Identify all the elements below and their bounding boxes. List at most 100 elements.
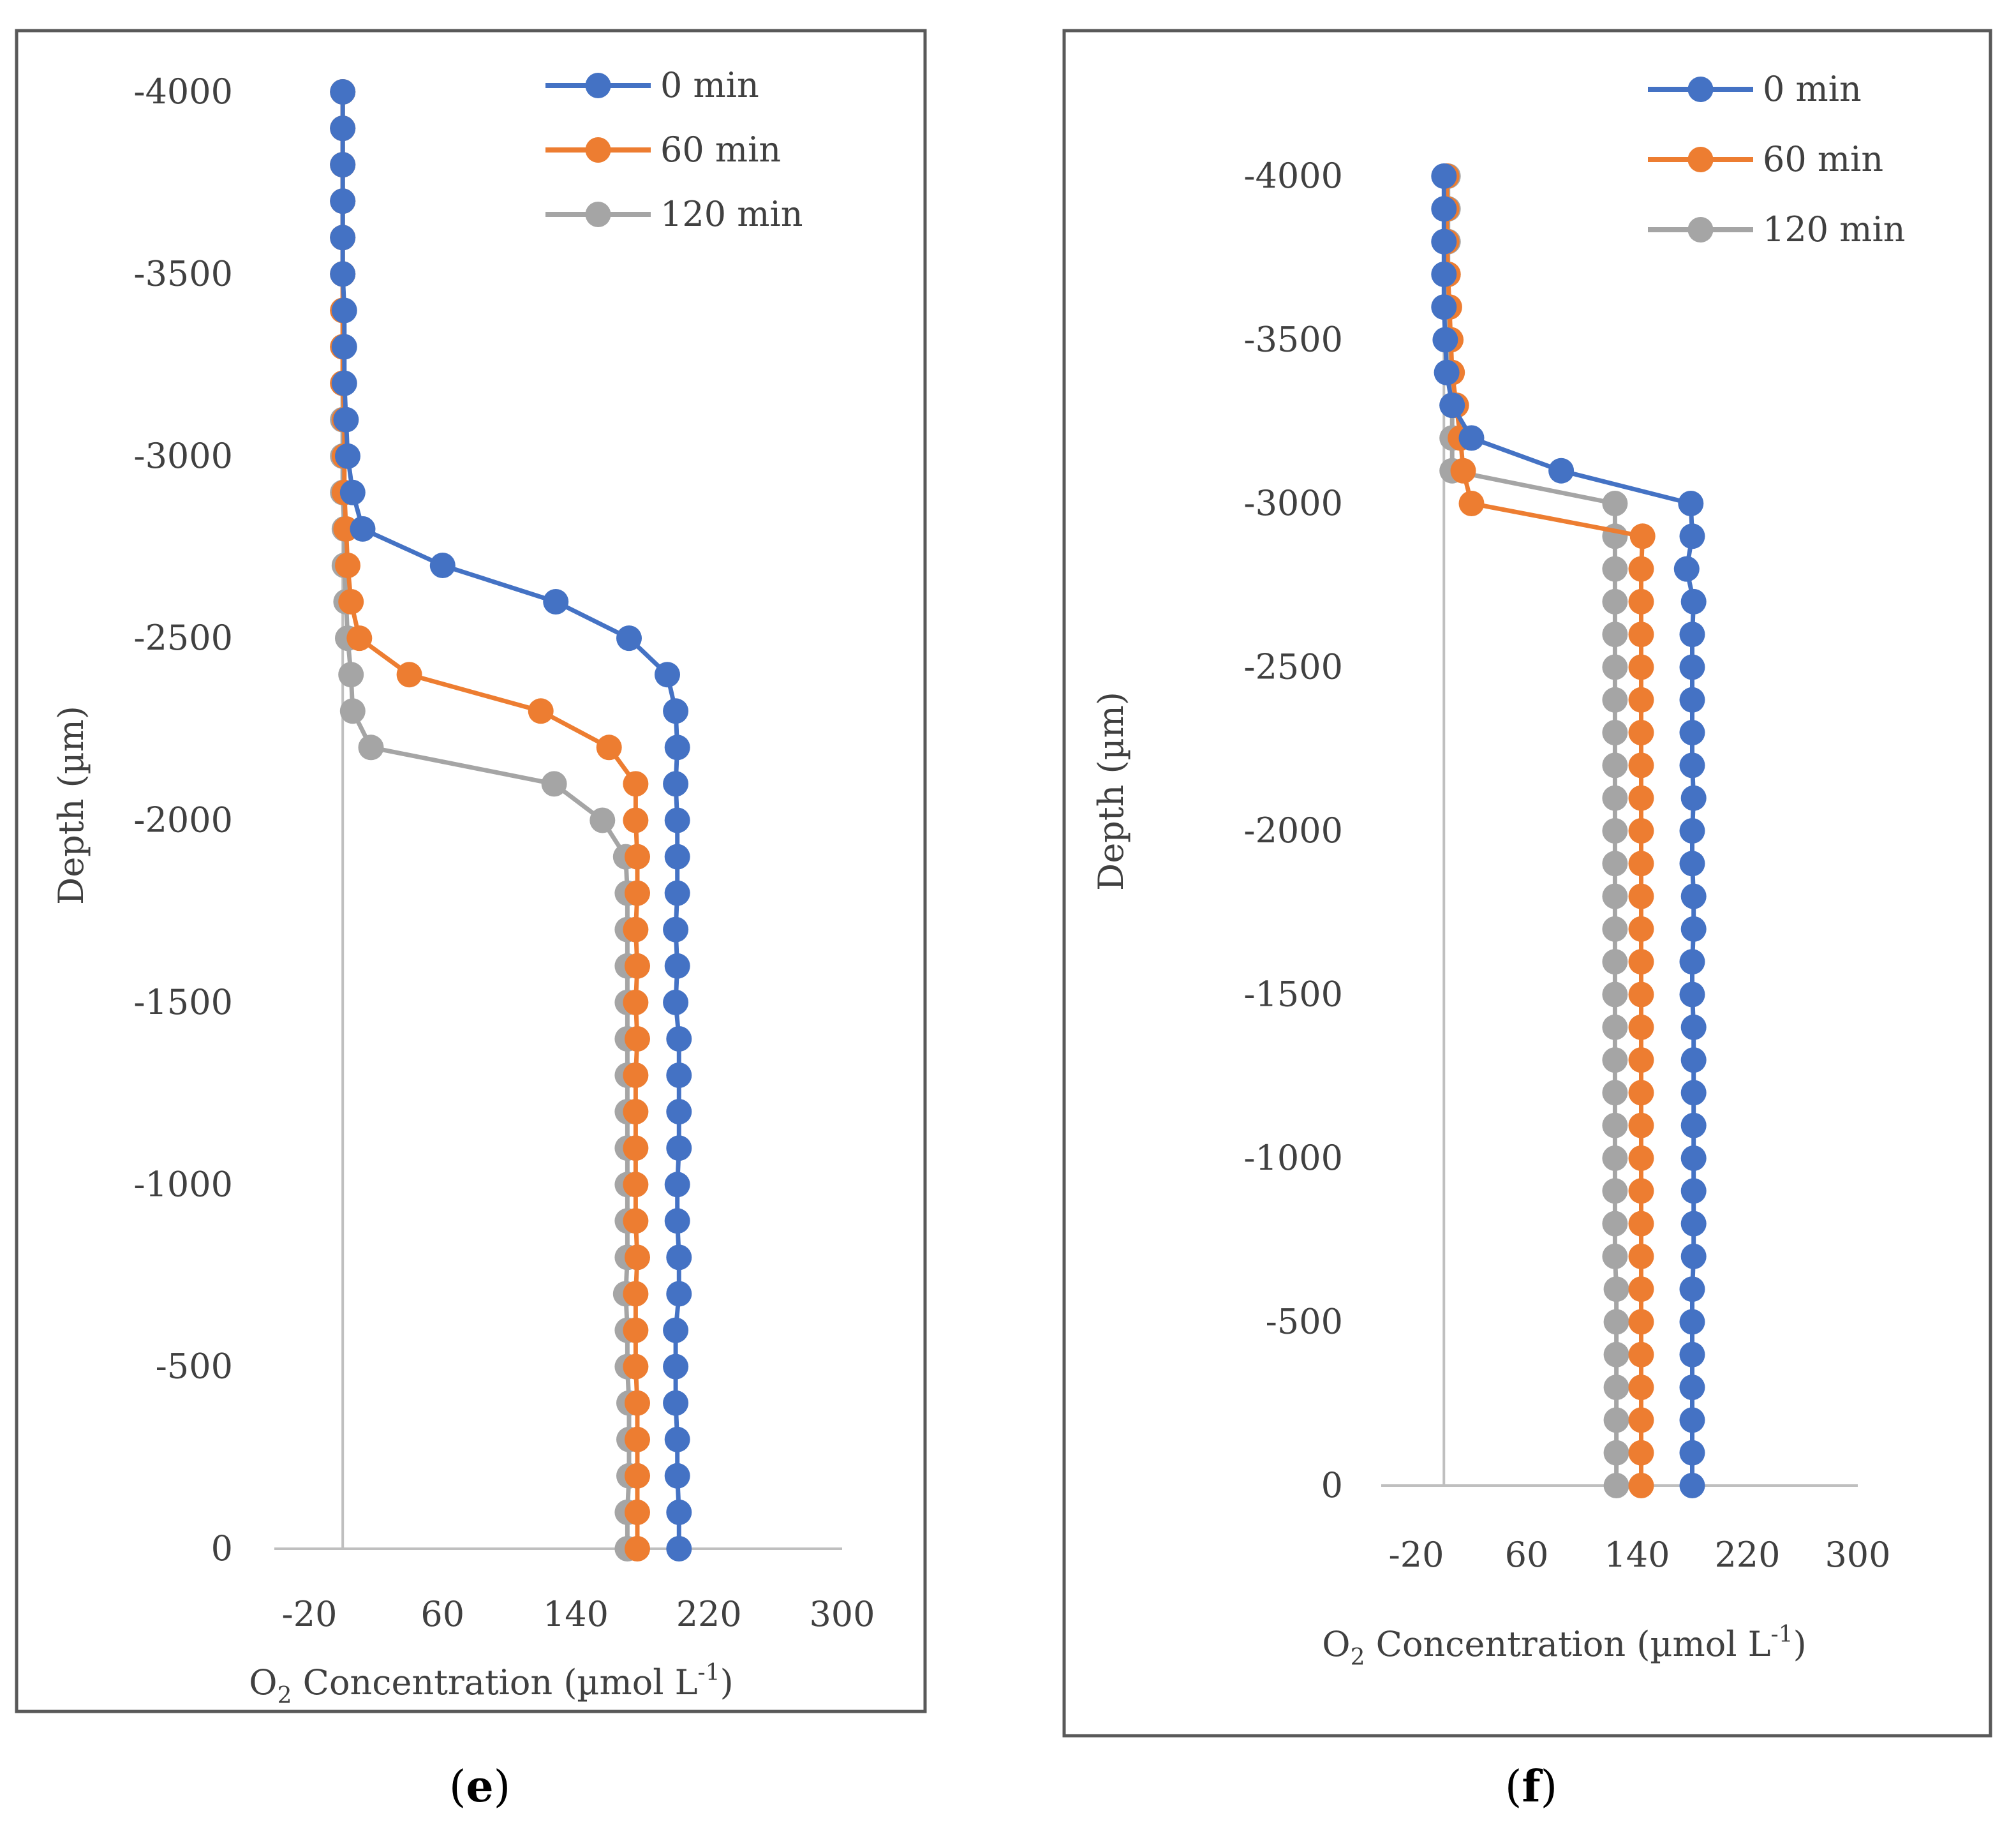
y-tick-label: -500 <box>156 1346 233 1387</box>
y-tick-label: 0 <box>1321 1465 1343 1505</box>
legend-label: 120 min <box>1763 209 1906 250</box>
legend-label: 120 min <box>660 194 803 234</box>
data-point <box>1628 1243 1654 1269</box>
data-point <box>625 1244 650 1271</box>
y-tick-label: -1000 <box>133 1164 233 1204</box>
data-point <box>1439 392 1465 419</box>
data-point <box>623 1062 649 1088</box>
chart-frame <box>1062 29 1992 1738</box>
data-point <box>1548 458 1575 484</box>
data-point <box>1431 163 1457 189</box>
x-axis-label-sub: 2 <box>278 1683 292 1709</box>
data-point <box>1458 425 1485 451</box>
legend-marker <box>1687 147 1714 172</box>
data-point <box>664 1463 690 1489</box>
data-point <box>623 1353 649 1380</box>
data-point <box>1680 1211 1707 1237</box>
data-point <box>1680 1080 1707 1106</box>
chart-frame <box>15 29 927 1713</box>
data-point <box>1458 491 1485 516</box>
x-axis-label-mid: Concentration (µmol L <box>1365 1624 1770 1664</box>
data-point <box>1679 818 1705 844</box>
data-point <box>664 1172 690 1198</box>
data-point <box>1679 1407 1705 1433</box>
data-point <box>1628 916 1654 942</box>
data-point <box>1679 720 1705 746</box>
data-point <box>664 807 690 833</box>
data-point <box>1679 851 1705 877</box>
data-point <box>1602 916 1628 942</box>
data-point <box>1602 883 1628 909</box>
data-point <box>663 989 689 1015</box>
data-point <box>1680 1145 1707 1171</box>
data-point <box>1628 752 1654 779</box>
data-point <box>1680 785 1707 811</box>
data-point <box>666 1026 692 1052</box>
y-tick-label: -3500 <box>1243 320 1343 360</box>
legend: 0 min 60 min 120 min <box>1648 69 1906 250</box>
data-point <box>625 880 650 906</box>
data-point <box>330 152 356 178</box>
x-axis-label-end: ) <box>1793 1624 1807 1664</box>
data-point <box>1603 1473 1629 1498</box>
data-point <box>1431 261 1457 287</box>
data-point <box>1628 720 1654 746</box>
data-point <box>543 589 569 615</box>
data-point <box>1679 654 1705 680</box>
y-tick-label: -1500 <box>1243 974 1343 1015</box>
data-point <box>330 188 356 214</box>
data-point <box>1628 1047 1654 1073</box>
data-point <box>1628 1276 1654 1302</box>
data-point <box>623 916 649 943</box>
x-tick-label: 60 <box>420 1594 464 1634</box>
legend-marker <box>585 202 611 227</box>
x-axis-label-mid: Concentration (µmol L <box>292 1662 697 1703</box>
data-point <box>623 989 649 1015</box>
data-point <box>663 916 689 943</box>
legend-marker <box>585 73 611 98</box>
data-point <box>1431 228 1457 255</box>
data-point <box>1431 196 1457 222</box>
data-point <box>664 880 690 906</box>
data-point <box>358 734 384 761</box>
y-tick-label: -2000 <box>1243 810 1343 851</box>
data-point <box>1602 687 1628 713</box>
x-tick-label: 60 <box>1505 1535 1549 1575</box>
data-point <box>589 807 616 833</box>
data-point <box>1602 1014 1628 1040</box>
data-point <box>1679 981 1705 1008</box>
y-tick-label: 0 <box>211 1528 233 1569</box>
x-tick-label: 300 <box>1825 1535 1890 1575</box>
data-point <box>1628 622 1654 648</box>
x-axis-label-sup: -1 <box>1771 1621 1793 1648</box>
data-point <box>1602 1211 1628 1237</box>
y-axis-label: Depth (µm) <box>51 706 91 905</box>
data-point <box>1432 327 1458 353</box>
data-point <box>1602 949 1628 975</box>
data-point <box>1628 588 1654 615</box>
data-point <box>663 1353 689 1380</box>
data-point <box>1679 523 1705 549</box>
y-tick-label: -500 <box>1266 1302 1343 1342</box>
data-point <box>1679 1341 1705 1368</box>
data-point <box>625 1426 650 1452</box>
data-point <box>1603 1341 1629 1368</box>
data-point <box>1628 687 1654 713</box>
data-point <box>666 1135 692 1161</box>
y-tick-label: -3000 <box>133 436 233 476</box>
data-point <box>1673 556 1700 582</box>
data-point <box>625 1463 650 1489</box>
data-point <box>616 625 642 652</box>
y-tick-label: -1000 <box>1243 1138 1343 1178</box>
data-point <box>625 1536 650 1561</box>
data-point <box>331 297 357 324</box>
x-axis-label: O2 Concentration (µmol L-1) <box>1322 1621 1806 1671</box>
data-point <box>1680 916 1707 942</box>
data-point <box>1602 1243 1628 1269</box>
data-point <box>1679 1375 1705 1401</box>
data-point <box>330 116 356 142</box>
chart-panel-e: -4000 -3500 -3000 -2500 -2000 -1500 -1000 -500 0… <box>15 29 927 1713</box>
data-point <box>1678 491 1704 516</box>
y-tick-label: -3000 <box>1243 483 1343 523</box>
legend-marker <box>585 137 611 163</box>
